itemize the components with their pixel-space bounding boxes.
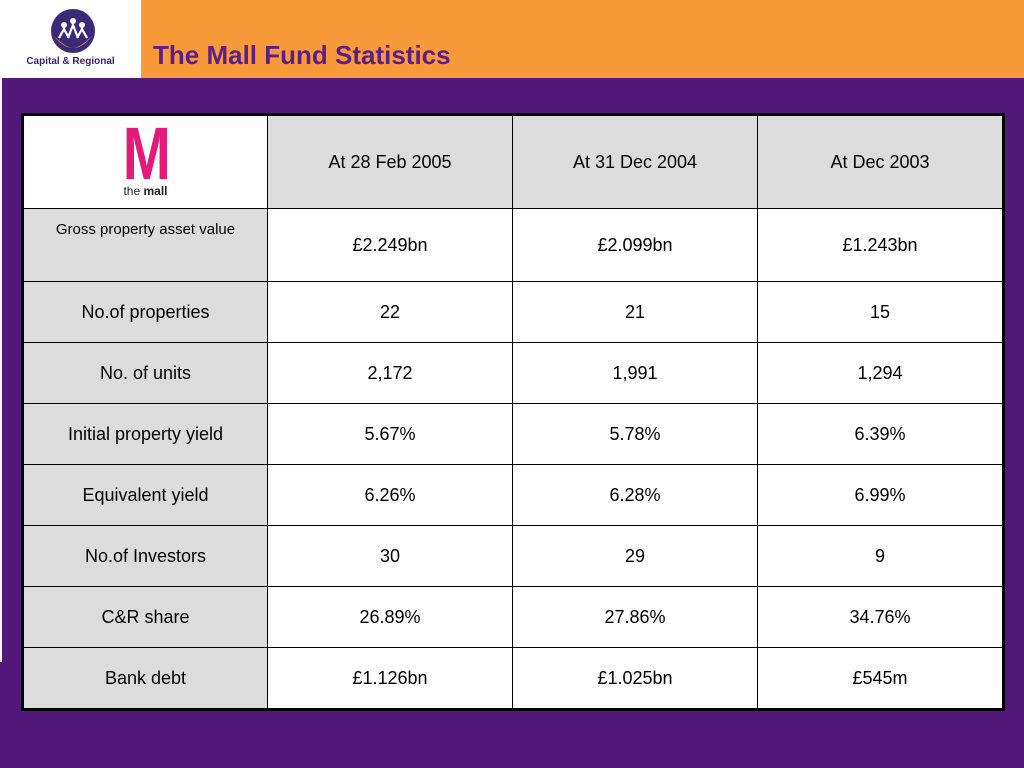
mall-logo-text: the mall [116,184,176,198]
row-label: Bank debt [22,647,268,710]
row-label: Equivalent yield [22,464,268,526]
table-cell: £2.099bn [512,208,758,282]
mall-logo-cell: M the mall [22,112,268,209]
mall-logo-letter: M [122,112,170,195]
table-cell: £1.243bn [757,208,1004,282]
table-row: No.of Investors 30 29 9 [22,525,1004,587]
table-cell: 29 [512,525,758,587]
table-cell: 27.86% [512,586,758,648]
table-cell: 6.39% [757,403,1004,465]
table-cell: 6.99% [757,464,1004,526]
column-header: At 31 Dec 2004 [512,114,758,209]
table-cell: £2.249bn [267,208,513,282]
row-label: No. of units [22,342,268,404]
row-label: Gross property asset value [22,208,268,282]
table-row: No.of properties 22 21 15 [22,281,1004,343]
brand-name: Capital & Regional [26,56,115,67]
table-cell: 15 [757,281,1004,343]
brand-emblem-icon [51,9,95,53]
table-row: C&R share 26.89% 27.86% 34.76% [22,586,1004,648]
the-mall-logo: M the mall [116,112,176,200]
mall-logo-prefix: the [123,184,141,198]
table-cell: 30 [267,525,513,587]
table-cell: 9 [757,525,1004,587]
table-cell: 5.67% [267,403,513,465]
row-label: No.of Investors [22,525,268,587]
table-cell: 1,294 [757,342,1004,404]
table-cell: 21 [512,281,758,343]
row-label: C&R share [22,586,268,648]
table-cell: £545m [757,647,1004,710]
table-row: Equivalent yield 6.26% 6.28% 6.99% [22,464,1004,526]
table-header-row: M the mall At 28 Feb 2005 At 31 Dec 2004… [22,112,1004,209]
table-cell: 1,991 [512,342,758,404]
page-title: The Mall Fund Statistics [153,40,451,70]
column-header: At 28 Feb 2005 [267,114,513,209]
mall-logo-name: mall [143,184,168,198]
table-cell: £1.126bn [267,647,513,710]
column-header: At Dec 2003 [757,114,1004,209]
table-cell: £1.025bn [512,647,758,710]
table-cell: 22 [267,281,513,343]
table-cell: 5.78% [512,403,758,465]
table-cell: 6.28% [512,464,758,526]
left-edge-divider [0,78,2,662]
table-row: Initial property yield 5.67% 5.78% 6.39% [22,403,1004,465]
table-cell: 34.76% [757,586,1004,648]
row-label: Initial property yield [22,403,268,465]
header-band [0,0,1024,78]
brand-logo: Capital & Regional [0,0,141,78]
table-row: No. of units 2,172 1,991 1,294 [22,342,1004,404]
table-cell: 2,172 [267,342,513,404]
table-row: Bank debt £1.126bn £1.025bn £545m [22,647,1004,710]
table-cell: 26.89% [267,586,513,648]
table-cell: 6.26% [267,464,513,526]
fund-statistics-table: M the mall At 28 Feb 2005 At 31 Dec 2004… [21,113,1005,711]
row-label: No.of properties [22,281,268,343]
table-row: Gross property asset value £2.249bn £2.0… [22,208,1004,282]
